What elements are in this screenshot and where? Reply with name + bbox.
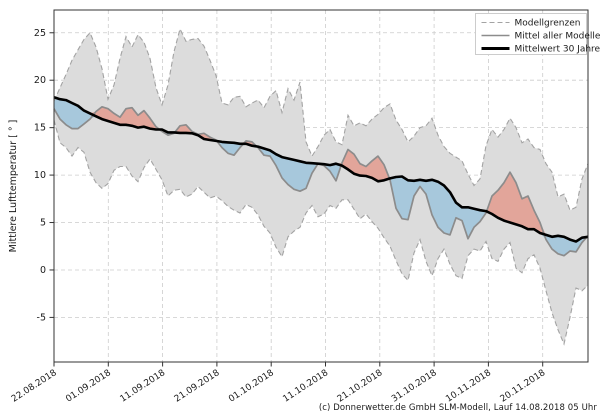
- legend-entry-label: Mittelwert 30 Jahre: [515, 45, 600, 55]
- y-tick-label: -5: [37, 312, 46, 323]
- plot-border: [53, 9, 589, 363]
- legend-entry-label: Mittel aller Modelle: [515, 32, 600, 42]
- y-axis-label: Mittlere Lufttemperatur [ ° ]: [8, 120, 19, 253]
- climate-mean-line: [53, 96, 589, 243]
- y-tick-label: 25: [34, 28, 46, 39]
- model-range-band: [54, 29, 588, 344]
- y-tick-label: 15: [34, 123, 46, 134]
- model-lower-bound-line: [53, 119, 589, 346]
- cold-anomaly-fill: [54, 97, 588, 256]
- y-tick-label: 0: [40, 265, 46, 276]
- legend-entry-label: Modellgrenzen: [515, 19, 581, 29]
- warm-anomaly-fill: [54, 97, 588, 242]
- y-tick-label: 10: [34, 170, 46, 181]
- y-tick-label: 20: [34, 75, 46, 86]
- model-upper-bound-line: [53, 27, 589, 211]
- y-tick-label: 5: [40, 218, 46, 229]
- legend: Modellgrenzen Mittel aller Modelle Mittelw…: [475, 13, 600, 55]
- copyright-caption: (c) Donnerwetter.de GmbH SLM-Modell, Lau…: [318, 403, 597, 413]
